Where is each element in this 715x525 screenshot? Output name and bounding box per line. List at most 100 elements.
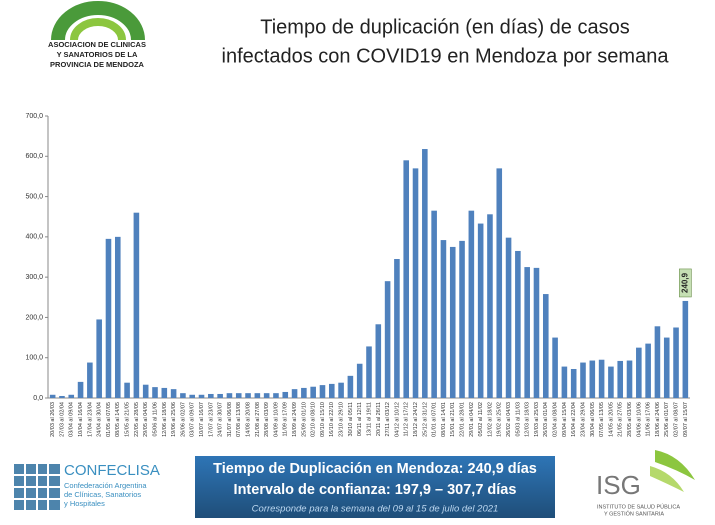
- isg-text: Y GESTIÓN SANITARIA: [604, 510, 664, 517]
- bar: [412, 168, 419, 398]
- data-label-box: [679, 268, 692, 298]
- bar: [394, 259, 400, 398]
- x-tick-label: 19/06 al 25/06: [171, 402, 177, 437]
- logo-text: PROVINCIA DE MENDOZA: [50, 60, 144, 69]
- y-tick-label: 700,0: [25, 113, 43, 120]
- bar: [263, 393, 270, 398]
- bar: [533, 267, 540, 398]
- x-tick-label: 16/04 al 22/04: [571, 402, 577, 437]
- x-tick-label: 02/07 al 08/07: [673, 402, 679, 437]
- bar: [422, 149, 428, 398]
- x-tick-label: 30/10 al 05/11: [348, 402, 354, 436]
- summary-text: Tiempo de Duplicación en Mendoza: 240,9 …: [213, 461, 537, 477]
- bar: [217, 393, 223, 398]
- x-tick-label: 04/09 al 10/09: [273, 402, 279, 437]
- x-tick-label: 15/05 al 21/05: [125, 402, 131, 437]
- y-tick-label: 500,0: [25, 193, 43, 200]
- bar: [440, 240, 447, 398]
- bar: [291, 389, 298, 398]
- x-tick-label: 07/08 al 13/08: [236, 402, 242, 437]
- bar: [552, 337, 558, 398]
- bar: [198, 394, 205, 398]
- bar: [59, 395, 65, 398]
- x-tick-label: 04/06 al 10/06: [636, 402, 642, 437]
- bar: [96, 319, 102, 398]
- bar: [114, 236, 121, 398]
- bar: [570, 368, 577, 398]
- y-tick-label: 100,0: [25, 355, 43, 362]
- chart-title: Tiempo de duplicación (en días) de casos: [260, 16, 629, 38]
- bar: [542, 294, 549, 398]
- bar: [366, 346, 372, 398]
- bar: [626, 360, 633, 398]
- bar: [338, 382, 344, 398]
- x-tick-label: 25/09 al 01/10: [301, 402, 307, 437]
- x-tick-label: 12/06 al 18/06: [162, 402, 168, 437]
- plot: 0,0 100,0 200,0 300,0 400,0 500,0 600,0 700,0 20…: [25, 113, 692, 437]
- x-tick-label: 10/07 al 16/07: [199, 402, 205, 437]
- x-tick-label: 24/07 al 30/07: [218, 402, 224, 437]
- bar: [208, 393, 214, 398]
- bar: [235, 393, 242, 398]
- bar: [301, 387, 307, 398]
- bar: [133, 212, 140, 398]
- bar: [124, 382, 130, 398]
- x-tick-label: 09/10 al 15/10: [320, 402, 326, 437]
- bar: [180, 393, 186, 398]
- x-tick-label: 27/11 al 03/12: [385, 402, 391, 436]
- x-tick-label: 20/11 al 26/11: [376, 402, 382, 436]
- bar: [496, 168, 503, 398]
- x-tick-label: 22/01 al 28/01: [459, 402, 465, 437]
- bar: [273, 393, 279, 398]
- bar: [347, 375, 354, 398]
- x-tick-label: 23/10 al 29/10: [339, 402, 345, 437]
- x-tick-label: 24/04 al 30/04: [97, 402, 103, 437]
- x-tick-label: 04/12 al 10/12: [394, 402, 400, 437]
- x-tick-label: 28/08 al 03/09: [264, 402, 270, 437]
- bar: [487, 214, 493, 398]
- x-tick-label: 08/01 al 14/01: [441, 402, 447, 437]
- summary-text: Intervalo de confianza: 197,9 – 307,7 dí…: [234, 482, 517, 498]
- chart-title: infectados con COVID19 en Mendoza por se…: [222, 45, 670, 67]
- x-tick-label: 05/03 al 11/03: [515, 402, 521, 436]
- x-tick-label: 18/06 al 24/06: [655, 402, 661, 437]
- x-tick-label: 31/07 al 06/08: [227, 402, 233, 437]
- bar: [431, 210, 437, 398]
- bar: [561, 366, 568, 398]
- bar: [468, 210, 475, 398]
- bar: [654, 326, 661, 398]
- x-tick-label: 01/01 al 07/01: [432, 402, 438, 437]
- x-tick-label: 02/04 al 08/04: [553, 402, 559, 437]
- bar: [589, 360, 596, 398]
- confeclisa-text: Confederación Argentina: [64, 481, 147, 490]
- confeclisa-text: de Clínicas, Sanatorios: [64, 490, 141, 499]
- bar: [142, 384, 149, 398]
- y-tick-label: 300,0: [25, 274, 43, 281]
- x-tick-label: 11/12 al 17/12: [404, 402, 410, 436]
- x-tick-label: 12/02 al 18/02: [487, 402, 493, 437]
- bar: [245, 393, 251, 398]
- bar: [682, 300, 689, 398]
- x-tick-label: 28/05 al 03/06: [627, 402, 633, 437]
- summary-box: [195, 456, 555, 518]
- x-tick-label: 29/05 al 04/06: [143, 402, 149, 437]
- bar: [152, 387, 158, 398]
- bar: [505, 237, 512, 398]
- bar: [636, 347, 642, 398]
- x-tick-label: 13/11 al 19/11: [366, 402, 372, 436]
- x-tick-label: 21/08 al 27/08: [255, 402, 261, 437]
- bar: [161, 387, 168, 398]
- y-tick-label: 0,0: [33, 395, 43, 402]
- x-tick-label: 22/05 al 28/05: [134, 402, 140, 437]
- x-tick-label: 09/04 al 15/04: [562, 402, 568, 437]
- x-tick-label: 25/06 al 01/07: [664, 402, 670, 437]
- y-tick-label: 600,0: [25, 153, 43, 160]
- x-tick-label: 26/02 al 04/03: [506, 402, 512, 437]
- bar: [645, 343, 651, 398]
- bar: [459, 240, 465, 398]
- bar: [310, 386, 316, 398]
- x-tick-label: 15/01 al 21/01: [450, 402, 456, 437]
- bar: [356, 363, 363, 398]
- bar: [580, 362, 586, 398]
- x-tick-label: 07/05 al 13/05: [599, 402, 605, 437]
